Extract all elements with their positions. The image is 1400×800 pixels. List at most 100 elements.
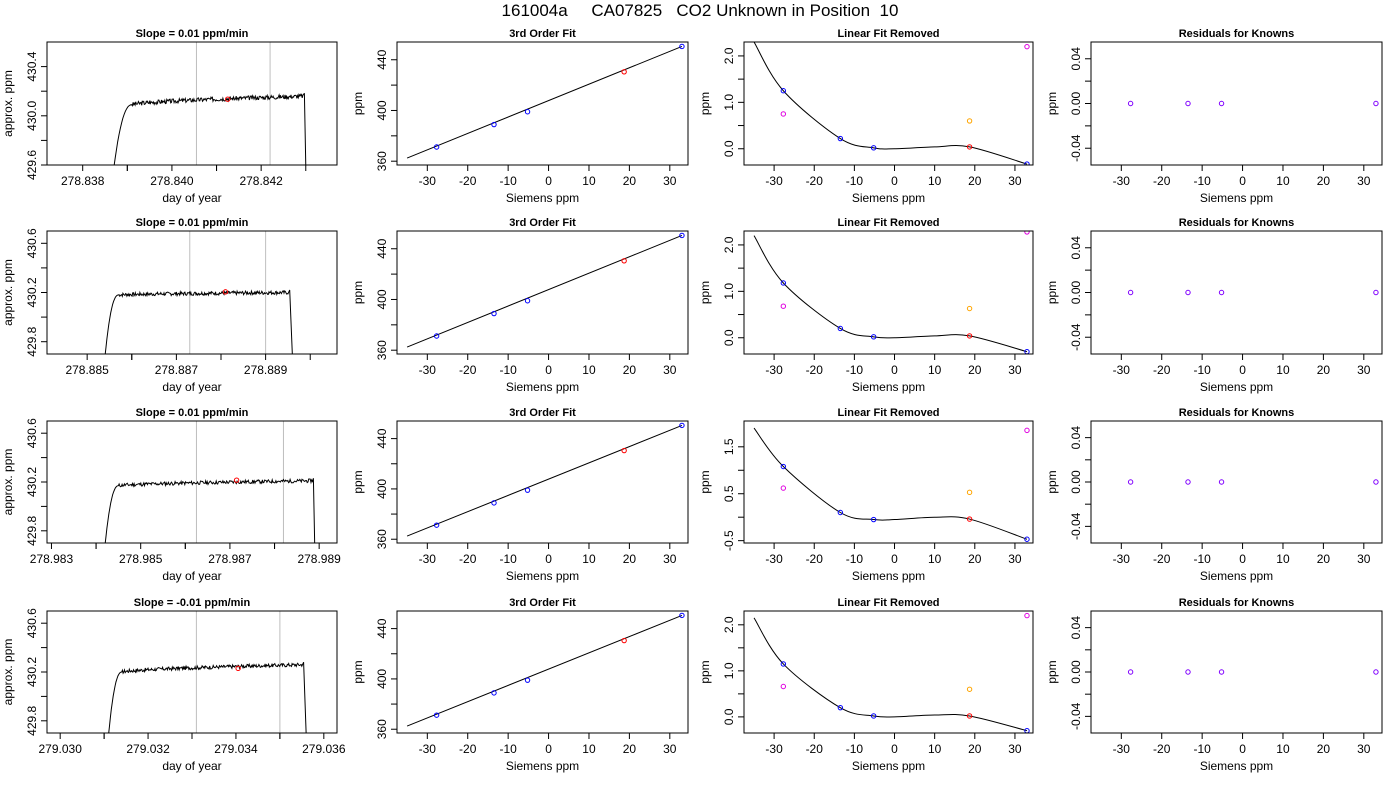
x-tick-label: 30 (663, 552, 677, 566)
x-tick-label: 30 (1008, 174, 1022, 188)
x-axis-label: Siemens ppm (852, 380, 925, 394)
y-tick-label: 1.0 (722, 94, 736, 111)
y-tick-label: 0.00 (1069, 91, 1083, 115)
plot-area (1127, 669, 1379, 675)
x-tick-label: -30 (419, 363, 437, 377)
data-point (1127, 289, 1134, 296)
x-tick-label: 20 (1317, 552, 1331, 566)
y-axis-label: ppm (1045, 281, 1059, 304)
chart-panel: Linear Fit Removed -30 -20 -10 0 10 20 30 -0.5 0.… (698, 407, 1034, 583)
x-tick-label: 20 (623, 174, 637, 188)
x-tick-label: -20 (1153, 174, 1171, 188)
y-axis-label: ppm (1045, 660, 1059, 683)
y-tick-label: 0.04 (1069, 616, 1083, 640)
chart-panel: 3rd Order Fit -30 -20 -10 0 10 20 30 360 400 440 Si… (351, 597, 689, 773)
data-point (1185, 289, 1191, 296)
concentration-trace (104, 289, 293, 354)
x-tick-label: -20 (1153, 552, 1171, 566)
plot-area (113, 42, 307, 165)
x-tick-label: -30 (1113, 552, 1131, 566)
x-tick-label: -30 (765, 174, 783, 188)
x-tick-label: 30 (1357, 742, 1371, 756)
x-tick-label: 20 (1317, 363, 1331, 377)
data-point (966, 144, 973, 150)
plot-area (753, 612, 1030, 733)
plot-area (753, 231, 1030, 354)
data-point (837, 135, 844, 142)
chart-title: Linear Fit Removed (837, 597, 939, 609)
chart-panel: Slope = 0.01 ppm/min 278.838 278.840 278.84… (1, 28, 338, 205)
x-tick-label: 278.985 (119, 552, 163, 566)
data-point (433, 144, 440, 150)
y-tick-label: 2.0 (722, 236, 736, 253)
x-tick-label: 0 (891, 174, 898, 188)
plot-area (406, 43, 685, 159)
x-tick-label: -30 (765, 742, 783, 756)
x-tick-label: 278.987 (208, 552, 252, 566)
x-tick-label: -10 (1193, 174, 1211, 188)
x-axis-label: day of year (162, 380, 221, 394)
y-tick-label: 0.04 (1069, 47, 1083, 71)
x-tick-label: -20 (459, 742, 477, 756)
y-tick-label: 0.00 (1069, 280, 1083, 304)
x-tick-label: 0 (1239, 742, 1246, 756)
data-point (1185, 100, 1191, 107)
x-axis-label: Siemens ppm (852, 569, 925, 583)
data-point (1024, 427, 1030, 434)
plot-frame (743, 610, 1034, 734)
x-tick-label: -20 (806, 363, 824, 377)
data-point (1127, 100, 1134, 107)
data-point (621, 69, 627, 75)
data-point (1373, 289, 1379, 296)
concentration-trace (113, 92, 307, 165)
x-tick-label: 30 (1008, 552, 1022, 566)
chart-panel: Linear Fit Removed -30 -20 -10 0 10 20 30 0.0 1.0… (698, 28, 1034, 205)
x-tick-label: 30 (663, 742, 677, 756)
y-tick-label: 429.8 (25, 326, 39, 356)
y-tick-label: 400 (375, 669, 389, 689)
plot-frame (1090, 420, 1383, 544)
y-tick-label: 360 (375, 340, 389, 360)
plot-area (406, 232, 685, 348)
chart-panel: Slope = -0.01 ppm/min 279.030 279.032 279.0… (1, 597, 346, 773)
x-tick-label: 30 (1357, 174, 1371, 188)
x-tick-label: -20 (459, 174, 477, 188)
plot-area (1127, 100, 1379, 107)
plot-area (1127, 289, 1379, 296)
concentration-trace (104, 477, 316, 543)
fit-line (406, 45, 683, 159)
plot-frame (396, 41, 689, 166)
x-axis-label: Siemens ppm (852, 759, 925, 773)
data-point (524, 677, 531, 683)
x-axis-label: Siemens ppm (506, 569, 579, 583)
plot-frame (396, 230, 689, 355)
y-tick-label: 440 (375, 428, 389, 448)
plot-frame (743, 41, 1034, 166)
x-tick-label: -10 (1193, 552, 1211, 566)
data-point (780, 661, 787, 667)
chart-panel: 3rd Order Fit -30 -20 -10 0 10 20 30 360 400 440 Si… (351, 217, 689, 394)
plot-frame (396, 420, 689, 544)
x-tick-label: 20 (623, 552, 637, 566)
y-tick-label: -0.5 (722, 530, 736, 551)
average-marker (233, 477, 240, 483)
x-tick-label: 10 (582, 552, 596, 566)
chart-panel: 3rd Order Fit -30 -20 -10 0 10 20 30 360 400 440 Si… (351, 28, 689, 205)
plot-frame (743, 230, 1034, 355)
x-axis-label: Siemens ppm (1200, 569, 1273, 583)
chart-title: Slope = -0.01 ppm/min (134, 597, 251, 609)
x-tick-label: 0 (891, 363, 898, 377)
data-point (491, 690, 497, 696)
x-tick-label: -10 (499, 742, 517, 756)
data-point (1024, 161, 1030, 165)
y-tick-label: 400 (375, 289, 389, 309)
data-point (966, 686, 973, 692)
y-tick-label: 430.2 (25, 467, 39, 497)
x-tick-label: 10 (928, 552, 942, 566)
data-point (966, 489, 973, 496)
x-tick-label: 10 (1276, 174, 1290, 188)
data-point (780, 88, 787, 94)
chart-panel: Linear Fit Removed -30 -20 -10 0 10 20 30 0.0 1.0… (698, 217, 1034, 394)
x-tick-label: 20 (968, 742, 982, 756)
x-tick-label: 0 (545, 174, 552, 188)
